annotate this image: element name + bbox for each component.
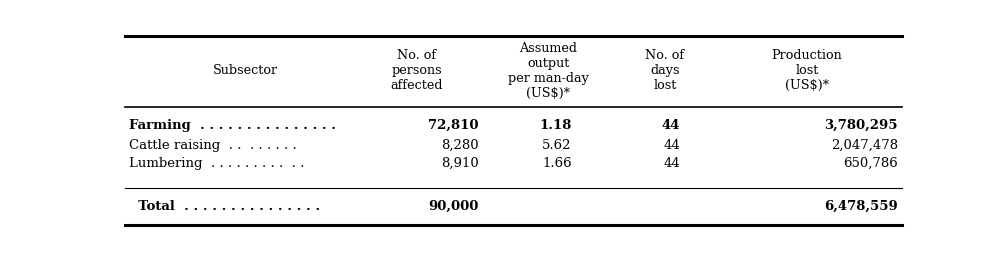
Text: Subsector: Subsector xyxy=(213,64,279,77)
Text: 44: 44 xyxy=(663,139,680,152)
Text: 6,478,559: 6,478,559 xyxy=(825,200,898,213)
Text: Production
lost
(US$)*: Production lost (US$)* xyxy=(772,49,843,92)
Text: 8,280: 8,280 xyxy=(441,139,479,152)
Text: Lumbering  . . . . . . . . .  . .: Lumbering . . . . . . . . . . . xyxy=(129,157,305,170)
Text: 650,786: 650,786 xyxy=(843,157,898,170)
Text: No. of
persons
affected: No. of persons affected xyxy=(390,49,443,92)
Text: 72,810: 72,810 xyxy=(428,119,479,132)
Text: 44: 44 xyxy=(663,157,680,170)
Text: 1.66: 1.66 xyxy=(542,157,572,170)
Text: 1.18: 1.18 xyxy=(539,119,572,132)
Text: 8,910: 8,910 xyxy=(441,157,479,170)
Text: Cattle raising  . .  . . . . . .: Cattle raising . . . . . . . . xyxy=(129,139,297,152)
Text: Farming  . . . . . . . . . . . . . . .: Farming . . . . . . . . . . . . . . . xyxy=(129,119,336,132)
Text: 44: 44 xyxy=(662,119,680,132)
Text: No. of
days
lost: No. of days lost xyxy=(645,49,684,92)
Text: 5.62: 5.62 xyxy=(542,139,572,152)
Text: Total  . . . . . . . . . . . . . . .: Total . . . . . . . . . . . . . . . xyxy=(129,200,321,213)
Text: 3,780,295: 3,780,295 xyxy=(825,119,898,132)
Text: Assumed
output
per man-day
(US$)*: Assumed output per man-day (US$)* xyxy=(508,42,589,100)
Text: 90,000: 90,000 xyxy=(428,200,479,213)
Text: 2,047,478: 2,047,478 xyxy=(831,139,898,152)
